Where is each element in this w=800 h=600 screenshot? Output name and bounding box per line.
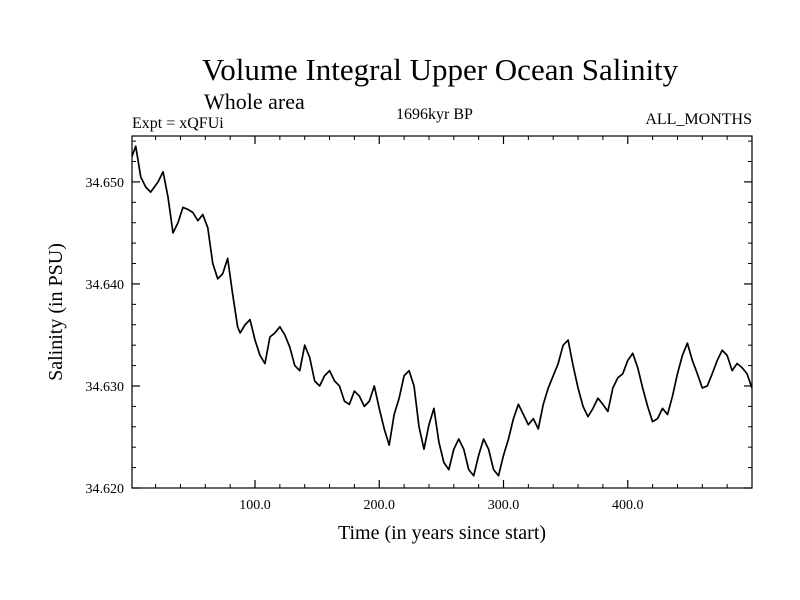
salinity-series-line (131, 145, 753, 477)
major-ticks (132, 136, 752, 489)
x-tick-label: 400.0 (612, 498, 644, 513)
x-tick-label: 100.0 (239, 498, 271, 513)
y-axis-label: Salinity (in PSU) (45, 243, 67, 381)
y-tick-label: 34.650 (86, 176, 125, 191)
period-label: 1696kyr BP (396, 106, 473, 123)
x-tick-label: 300.0 (488, 498, 520, 513)
y-tick-label: 34.630 (86, 380, 125, 395)
minor-ticks (132, 136, 752, 488)
chart-title: Volume Integral Upper Ocean Salinity (201, 52, 679, 87)
x-tick-label: 200.0 (364, 498, 396, 513)
months-label: ALL_MONTHS (645, 111, 752, 128)
y-tick-label: 34.620 (86, 482, 125, 497)
chart-subtitle: Whole area (204, 89, 305, 114)
experiment-label: Expt = xQFUi (132, 115, 224, 132)
x-axis-label: Time (in years since start) (338, 522, 546, 544)
y-tick-label: 34.640 (86, 278, 125, 293)
tick-labels: 100.0 200.0 300.0 400.0 34.620 34.630 34.640 34… (86, 176, 644, 513)
plot-frame (131, 135, 753, 489)
